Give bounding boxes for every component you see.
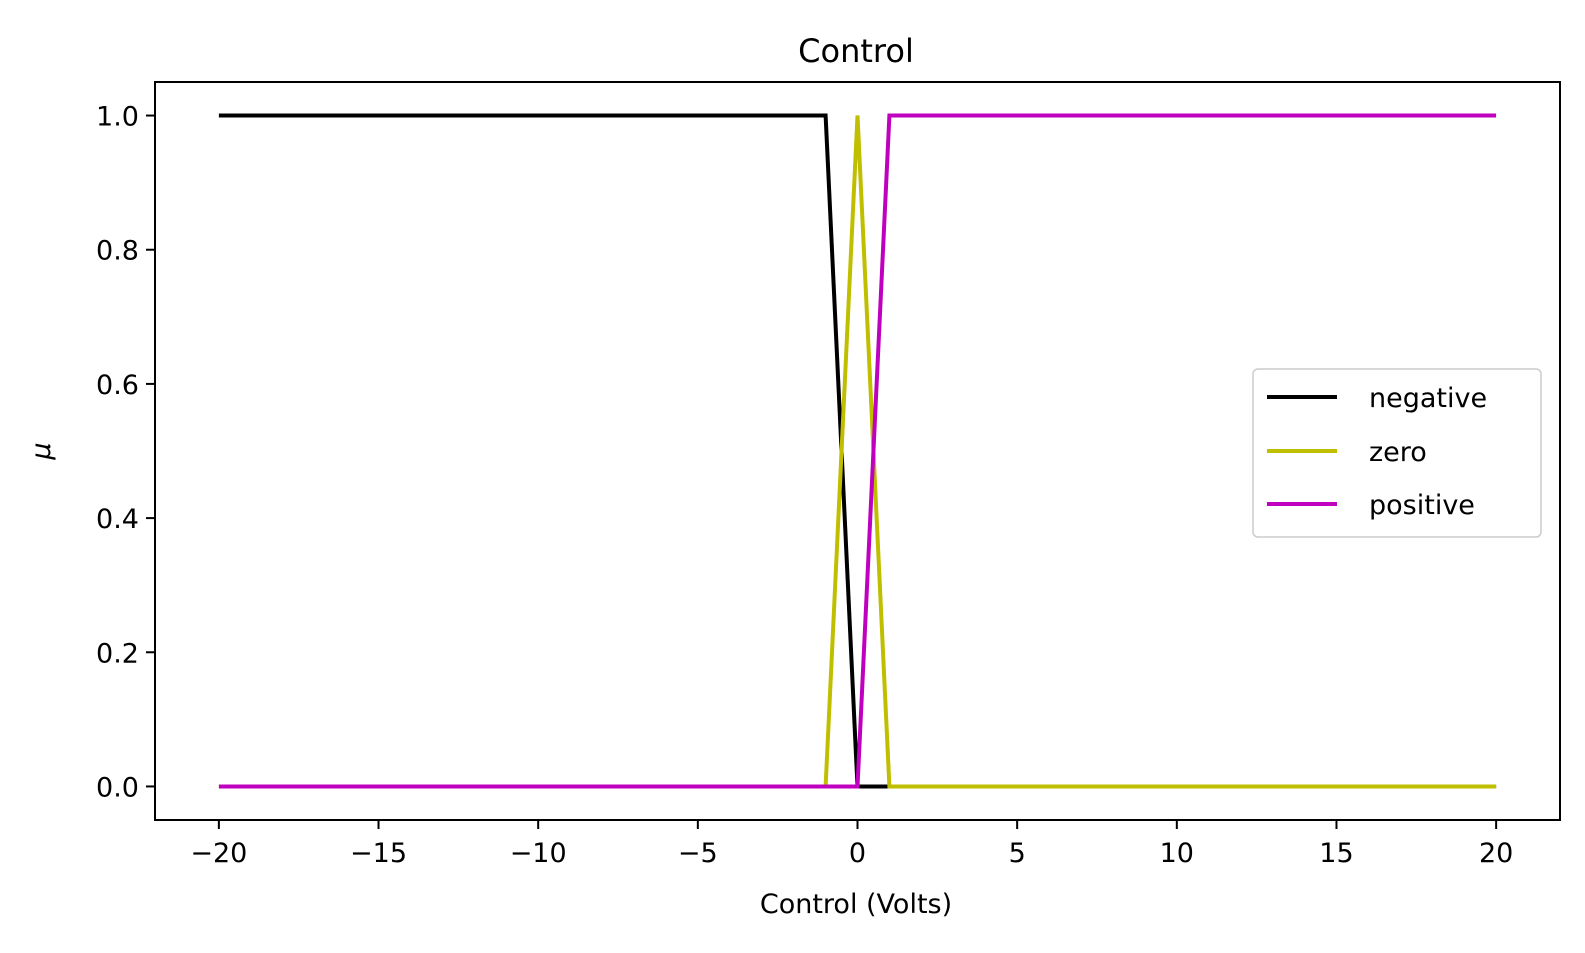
legend-frame — [1252, 368, 1542, 538]
legend: negative zero positive — [1252, 368, 1542, 538]
x-tick-label: 15 — [1319, 838, 1353, 869]
x-axis: −20 −15 −10 −5 0 5 10 15 20 — [190, 820, 1513, 869]
y-tick-label: 0.0 — [96, 772, 139, 803]
x-tick-label: −15 — [350, 838, 407, 869]
y-axis-label: μ — [26, 442, 57, 460]
chart-title: Control — [798, 32, 914, 70]
x-tick-label: 10 — [1160, 838, 1194, 869]
x-tick-label: 20 — [1479, 838, 1513, 869]
x-tick-label: −10 — [510, 838, 567, 869]
legend-label-negative: negative — [1369, 383, 1487, 414]
y-tick-label: 0.8 — [96, 236, 139, 267]
y-tick-label: 0.4 — [96, 504, 139, 535]
y-tick-label: 0.6 — [96, 370, 139, 401]
series-layer — [218, 113, 1497, 789]
y-tick-label: 0.2 — [96, 638, 139, 669]
legend-label-positive: positive — [1369, 490, 1475, 521]
x-tick-label: −20 — [190, 838, 247, 869]
x-tick-label: 0 — [849, 838, 866, 869]
x-tick-label: 5 — [1009, 838, 1026, 869]
x-tick-label: −5 — [678, 838, 718, 869]
y-axis: 0.0 0.2 0.4 0.6 0.8 1.0 — [96, 102, 155, 803]
y-tick-label: 1.0 — [96, 102, 139, 133]
x-axis-label: Control (Volts) — [760, 889, 952, 920]
legend-label-zero: zero — [1369, 437, 1427, 468]
plot-area — [154, 81, 1561, 821]
series-line-positive — [218, 113, 1497, 789]
